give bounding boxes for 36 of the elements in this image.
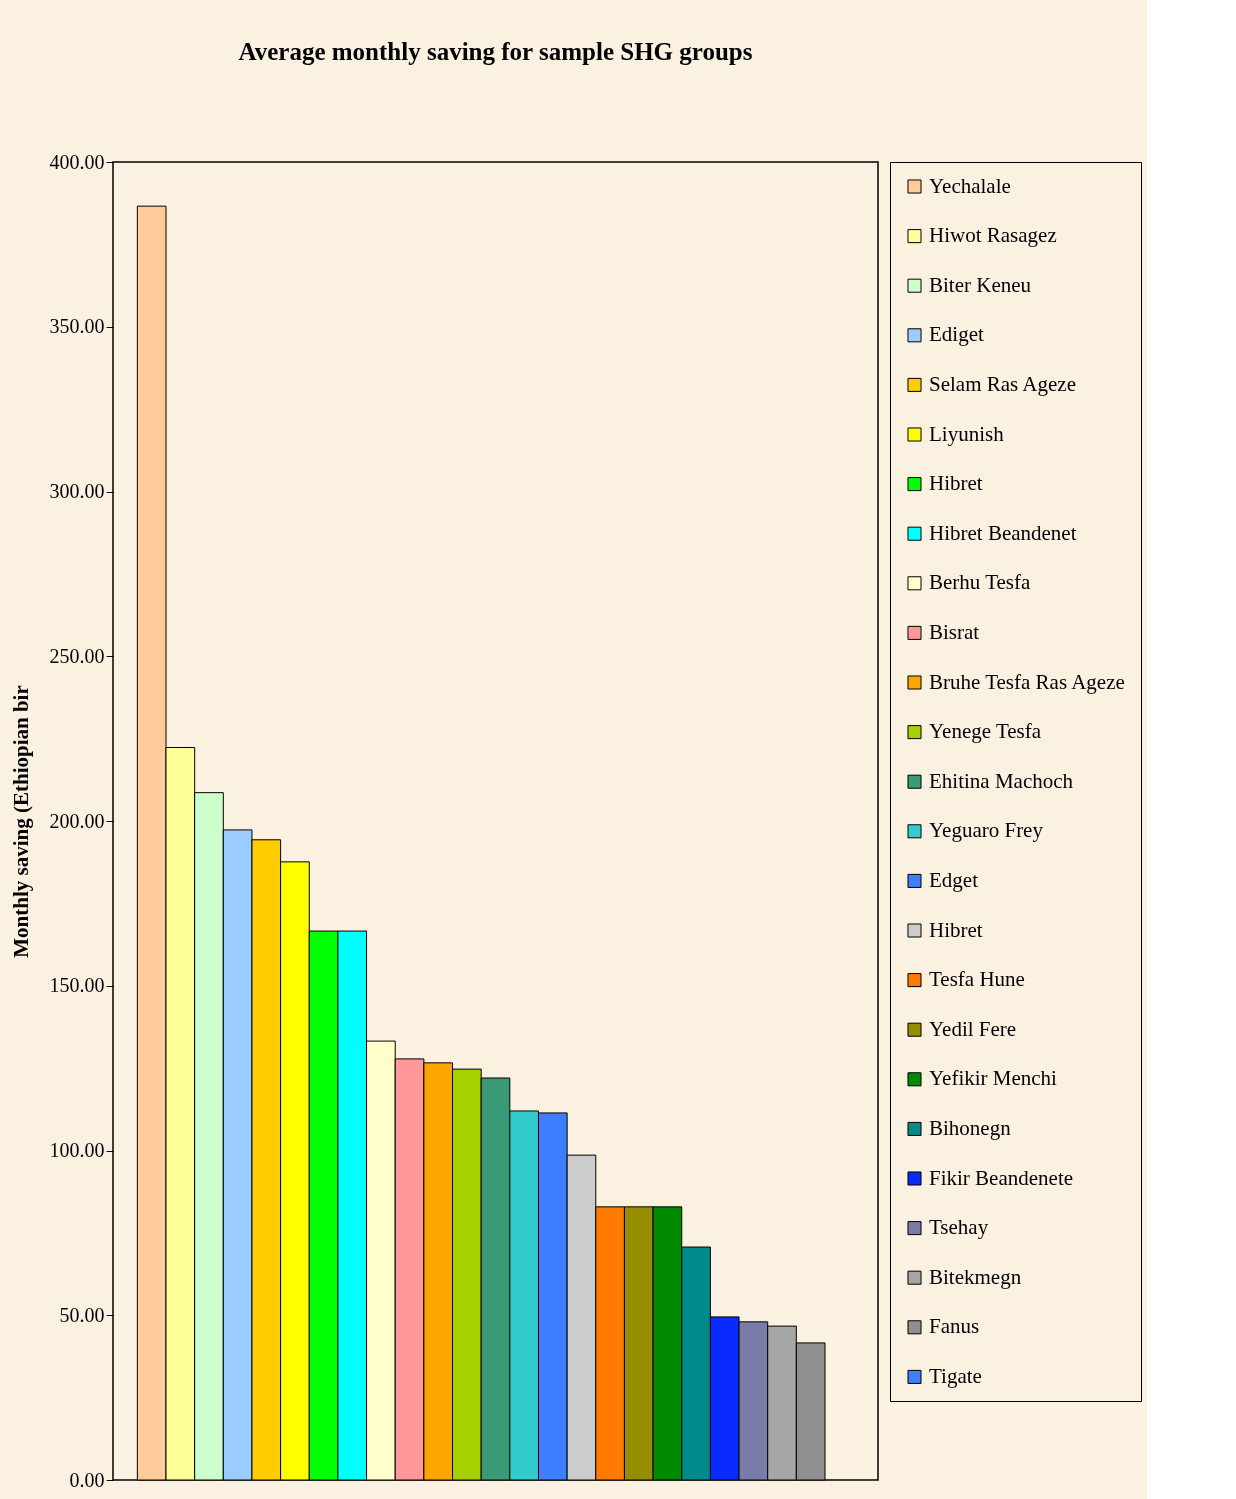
y-tick-label: 400.00 (49, 150, 105, 173)
legend-label: Yefikir Menchi (929, 1066, 1058, 1091)
legend-label: Tigate (929, 1363, 982, 1388)
legend-label: Ediget (929, 322, 984, 347)
y-tick-label: 350.00 (49, 315, 105, 338)
legend-label: Yedil Fere (929, 1016, 1017, 1041)
legend-label: Bitekmegn (929, 1264, 1022, 1289)
y-tick-label: 200.00 (49, 809, 105, 832)
legend-label: Edget (929, 867, 979, 892)
legend-label: Bruhe Tesfa Ras Ageze (929, 669, 1125, 694)
legend-label: Berhu Tesfa (929, 570, 1032, 595)
legend-label: Bisrat (929, 619, 980, 644)
y-tick-label: 50.00 (59, 1303, 105, 1326)
y-axis-title: Monthly saving (Ethiopian bir (8, 685, 33, 958)
legend-label: Hibret (929, 917, 983, 942)
legend-label: Fanus (929, 1314, 980, 1339)
legend-label: Selam Ras Ageze (929, 371, 1076, 396)
legend-label: Liyunish (929, 421, 1005, 446)
legend-label: Bihonegn (929, 1115, 1012, 1140)
y-tick-label: 150.00 (49, 974, 105, 997)
chart-title: Average monthly saving for sample SHG groups (238, 38, 753, 65)
y-tick-label: 0.00 (69, 1468, 105, 1491)
legend-label: Tsehay (929, 1215, 989, 1240)
y-tick-label: 100.00 (49, 1139, 105, 1161)
legend-label: Fikir Beandenete (929, 1165, 1074, 1190)
y-tick-label: 250.00 (49, 644, 105, 667)
legend-label: Hibret Beandenet (929, 520, 1077, 545)
legend-label: Tesfa Hune (929, 967, 1025, 992)
legend-label: Yeguaro Frey (929, 818, 1044, 843)
legend-label: Biter Keneu (929, 272, 1032, 297)
y-tick-label: 300.00 (49, 480, 105, 502)
legend-label: Hibret (929, 471, 983, 496)
legend-label: Ehitina Machoch (929, 768, 1074, 793)
legend-label: Hiwot Rasagez (929, 223, 1057, 248)
legend-label: Yechalale (929, 173, 1011, 198)
legend-label: Yenege Tesfa (929, 719, 1042, 744)
